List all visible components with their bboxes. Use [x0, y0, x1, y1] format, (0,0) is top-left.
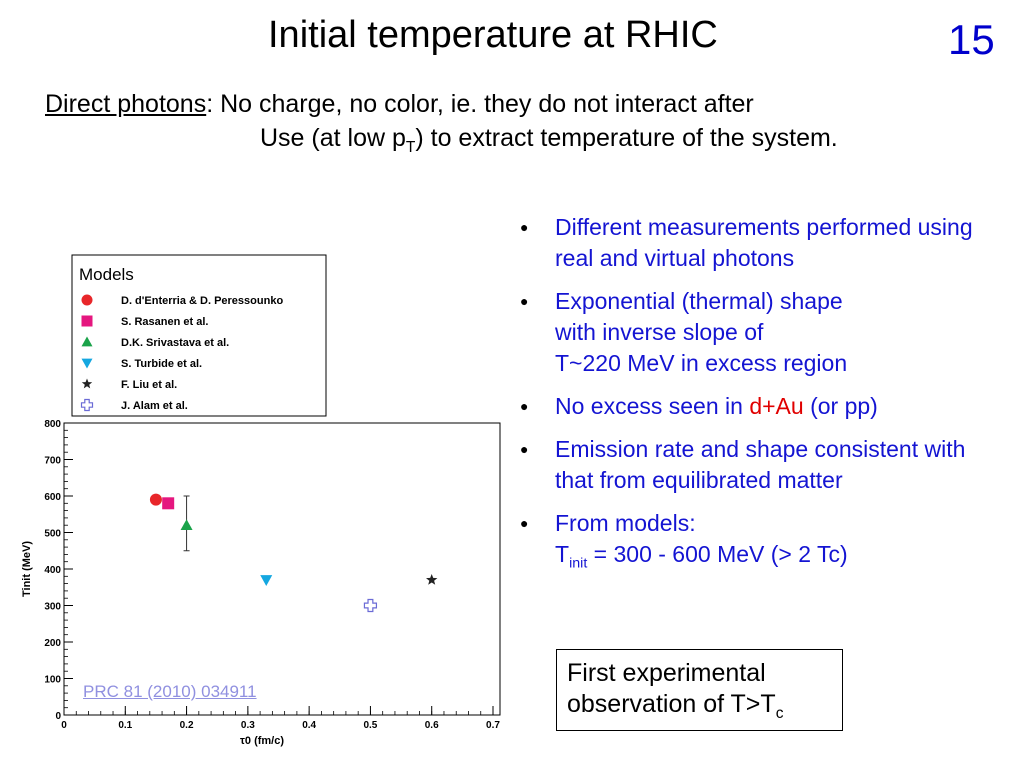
legend-marker-icon — [81, 294, 93, 306]
bullet-list: ● Different measurements performed using … — [520, 212, 1010, 582]
x-tick-label: 0.6 — [425, 720, 439, 731]
y-tick-label: 0 — [55, 711, 61, 722]
bullet-text: (or pp) — [803, 393, 878, 419]
bullet-highlight: d+Au — [749, 393, 804, 419]
y-tick-label: 600 — [44, 492, 61, 503]
bullet-item: ● Exponential (thermal) shape with inverse… — [520, 286, 1010, 379]
y-tick-label: 800 — [44, 419, 61, 430]
slide-number: 15 — [948, 16, 995, 63]
conclusion-sub: c — [775, 705, 784, 722]
conclusion-box: First experimental observation of T>Tc — [556, 649, 843, 731]
data-point — [162, 497, 175, 510]
conclusion-line-2: observation of T>T — [567, 690, 776, 718]
bullet-text: Different measurements performed using r… — [555, 214, 973, 271]
legend-label: S. Turbide et al. — [121, 358, 202, 370]
legend-title: Models — [79, 265, 134, 284]
y-tick-label: 300 — [44, 602, 61, 613]
bullet-text: Exponential (thermal) shape — [555, 288, 843, 314]
bullet-dot-icon: ● — [520, 515, 529, 531]
bullet-text: No excess seen in — [555, 393, 750, 419]
y-tick-label: 500 — [44, 529, 61, 540]
scatter-chart: Models D. d'Enterria & D. Peressounko S. … — [21, 254, 501, 747]
data-point — [149, 493, 162, 506]
data-point — [180, 519, 193, 530]
y-tick-label: 700 — [44, 456, 61, 467]
bullet-text: Emission rate and shape consistent with … — [555, 436, 966, 493]
bullet-text: T~220 MeV in excess region — [555, 350, 848, 376]
bullet-item: ● Emission rate and shape consistent with… — [520, 434, 1010, 496]
data-point — [260, 575, 273, 586]
bullet-text: = 300 - 600 MeV (> 2 Tc) — [587, 541, 848, 567]
x-tick-label: 0.7 — [486, 720, 500, 731]
intro-line-2-b: ) to extract temperature of the system. — [415, 124, 838, 152]
intro-line-2-a: Use (at low p — [260, 124, 406, 152]
legend-label: D.K. Srivastava et al. — [121, 337, 229, 349]
legend-label: S. Rasanen et al. — [121, 316, 208, 328]
legend-marker-icon — [80, 398, 94, 412]
legend-label: J. Alam et al. — [121, 400, 188, 412]
x-tick-label: 0.2 — [180, 720, 194, 731]
bullet-sub: init — [569, 555, 588, 572]
x-tick-label: 0.4 — [302, 720, 316, 731]
x-tick-label: 0 — [61, 720, 67, 731]
legend-label: D. d'Enterria & D. Peressounko — [121, 295, 283, 307]
y-tick-label: 200 — [44, 638, 61, 649]
x-tick-label: 0.3 — [241, 720, 255, 731]
bullet-item: ● No excess seen in d+Au (or pp) — [520, 391, 1010, 422]
intro-line-2-sub: T — [405, 139, 416, 156]
bullet-item: ● Different measurements performed using … — [520, 212, 1010, 274]
conclusion-line-1: First experimental — [567, 659, 766, 687]
bullet-item: ● From models: Tinit = 300 - 600 MeV (> 2 … — [520, 508, 1010, 572]
legend-label: F. Liu et al. — [121, 379, 177, 391]
bullet-text: From models: — [555, 510, 696, 536]
y-axis-label: Tinit (MeV) — [21, 541, 33, 597]
intro-line-2: Use (at low pT) to extract temperature o… — [260, 124, 838, 156]
intro-line-1: Direct photons: No charge, no color, ie.… — [45, 90, 754, 119]
legend-box — [71, 254, 327, 417]
x-axis-label: τ0 (fm/c) — [240, 735, 284, 747]
reference-link[interactable]: PRC 81 (2010) 034911 — [83, 682, 257, 701]
x-tick-label: 0.1 — [118, 720, 132, 731]
bullet-dot-icon: ● — [520, 293, 529, 309]
legend-marker-icon — [81, 336, 93, 347]
plot-frame — [63, 422, 501, 716]
data-point — [426, 574, 438, 585]
bullet-text: with inverse slope of — [555, 319, 764, 345]
legend-marker-icon — [81, 378, 93, 389]
bullet-dot-icon: ● — [520, 398, 529, 414]
bullet-text: T — [555, 541, 570, 567]
data-point — [363, 598, 378, 613]
x-tick-label: 0.5 — [363, 720, 377, 731]
bullet-dot-icon: ● — [520, 441, 529, 457]
bullet-dot-icon: ● — [520, 219, 529, 235]
intro-line-1-text: : No charge, no color, ie. they do not i… — [206, 90, 754, 118]
legend-marker-icon — [81, 358, 93, 369]
page-title: Initial temperature at RHIC — [268, 14, 718, 56]
legend: Models D. d'Enterria & D. Peressounko S. … — [71, 254, 327, 417]
y-tick-label: 400 — [44, 565, 61, 576]
y-tick-label: 100 — [44, 675, 61, 686]
legend-marker-icon — [81, 315, 93, 327]
direct-photons-label: Direct photons — [45, 90, 207, 118]
